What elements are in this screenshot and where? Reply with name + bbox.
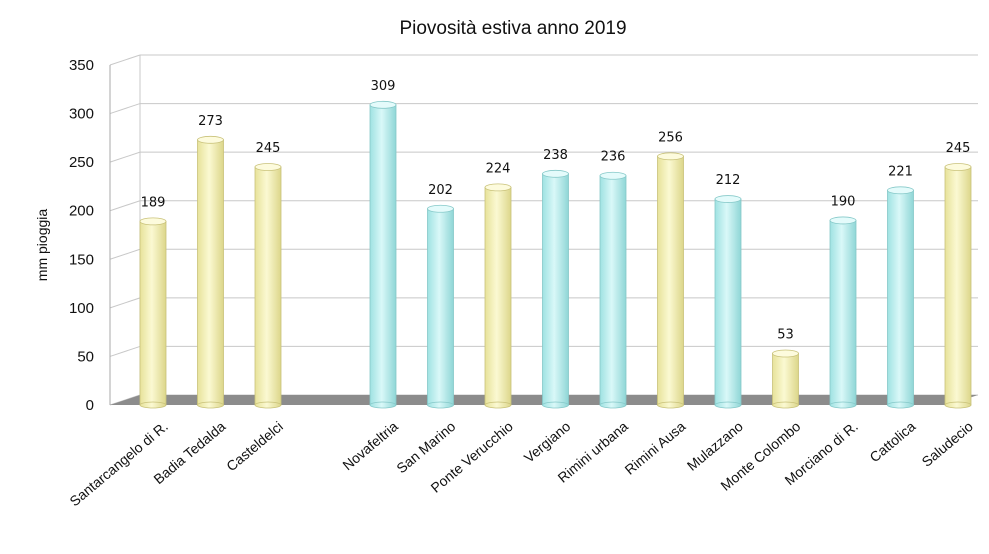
bar-body bbox=[945, 167, 971, 405]
bar-body bbox=[140, 221, 166, 405]
y-tick-label: 100 bbox=[69, 300, 94, 317]
x-tick-label: Cattolica bbox=[866, 418, 918, 465]
gridline-side bbox=[110, 201, 140, 211]
y-tick-label: 200 bbox=[69, 203, 94, 220]
bar-top bbox=[255, 164, 281, 171]
bar-body bbox=[198, 140, 224, 405]
y-tick-label: 250 bbox=[69, 154, 94, 171]
bar-top bbox=[543, 170, 569, 177]
bar bbox=[255, 164, 281, 409]
bar-body bbox=[370, 105, 396, 405]
bar-top bbox=[485, 184, 511, 191]
bar bbox=[830, 217, 856, 408]
bar-base bbox=[428, 402, 454, 408]
data-label: 224 bbox=[486, 161, 511, 176]
data-label: 245 bbox=[946, 141, 971, 156]
data-label: 309 bbox=[371, 79, 396, 94]
bar bbox=[428, 205, 454, 408]
y-axis: 0 50 100 150 200 250 300 350 bbox=[69, 57, 94, 414]
bar bbox=[773, 350, 799, 408]
bar bbox=[485, 184, 511, 408]
bar-top bbox=[773, 350, 799, 357]
bar-base bbox=[945, 402, 971, 408]
bar bbox=[715, 196, 741, 408]
gridline-side bbox=[110, 152, 140, 162]
bar-base bbox=[198, 402, 224, 408]
y-tick-label: 350 bbox=[69, 57, 94, 74]
data-label: 245 bbox=[256, 141, 281, 156]
bars: 189 273 245 309 202 224 238 236 256 212 53 190 221 24… bbox=[140, 79, 971, 408]
data-label: 221 bbox=[888, 164, 913, 179]
bar bbox=[945, 164, 971, 409]
bar-top bbox=[830, 217, 856, 224]
data-label: 212 bbox=[716, 173, 741, 188]
bar-body bbox=[830, 220, 856, 405]
bar bbox=[198, 136, 224, 408]
y-tick-label: 150 bbox=[69, 251, 94, 268]
gridline-side bbox=[110, 298, 140, 308]
bar-base bbox=[658, 402, 684, 408]
bar bbox=[140, 218, 166, 408]
bar-top bbox=[428, 205, 454, 212]
y-tick-label: 0 bbox=[86, 397, 94, 414]
x-axis: Santarcangelo di R.Badia TedaldaCastelde… bbox=[66, 418, 976, 509]
x-tick-label: Vergiano bbox=[521, 418, 574, 466]
x-tick-label: Santarcangelo di R. bbox=[66, 418, 170, 509]
bar-top bbox=[945, 164, 971, 171]
data-label: 256 bbox=[658, 130, 683, 145]
bar-body bbox=[658, 156, 684, 405]
bar-top bbox=[600, 172, 626, 179]
data-label: 273 bbox=[198, 114, 223, 129]
bar-body bbox=[888, 190, 914, 405]
bar-base bbox=[485, 402, 511, 408]
data-label: 236 bbox=[601, 150, 626, 165]
bar-top bbox=[140, 218, 166, 225]
y-axis-label: mm pioggia bbox=[34, 209, 50, 282]
gridline-side bbox=[110, 249, 140, 259]
bar-body bbox=[773, 354, 799, 405]
bar-base bbox=[543, 402, 569, 408]
bar bbox=[370, 101, 396, 408]
x-tick-label: Casteldelci bbox=[223, 418, 286, 474]
bar-base bbox=[600, 402, 626, 408]
bar-top bbox=[198, 136, 224, 143]
x-tick-label: Novafeltria bbox=[339, 418, 401, 473]
x-tick-label: Saludecio bbox=[919, 418, 977, 470]
bar-base bbox=[830, 402, 856, 408]
bar-body bbox=[485, 187, 511, 405]
bar bbox=[543, 170, 569, 408]
gridline-side bbox=[110, 104, 140, 114]
bar-base bbox=[370, 402, 396, 408]
data-label: 202 bbox=[428, 183, 453, 198]
bar bbox=[888, 187, 914, 408]
bar-body bbox=[255, 167, 281, 405]
bar-top bbox=[370, 101, 396, 108]
bar-body bbox=[600, 176, 626, 405]
bar-top bbox=[658, 153, 684, 160]
bar bbox=[658, 153, 684, 408]
data-label: 190 bbox=[831, 194, 856, 209]
bar-base bbox=[715, 402, 741, 408]
bar-base bbox=[773, 402, 799, 408]
bar-body bbox=[715, 199, 741, 405]
y-tick-label: 50 bbox=[77, 348, 94, 365]
data-label: 189 bbox=[141, 195, 166, 210]
data-label: 238 bbox=[543, 148, 568, 163]
bar-top bbox=[715, 196, 741, 203]
chart-title: Piovosità estiva anno 2019 bbox=[399, 18, 626, 39]
bar bbox=[600, 172, 626, 408]
bar-base bbox=[255, 402, 281, 408]
x-tick-label: Rimini Ausa bbox=[622, 418, 689, 478]
bar-body bbox=[543, 174, 569, 405]
bar-base bbox=[888, 402, 914, 408]
y-tick-label: 300 bbox=[69, 106, 94, 123]
gridline-side bbox=[110, 55, 140, 65]
bar-base bbox=[140, 402, 166, 408]
bar-body bbox=[428, 209, 454, 405]
data-label: 53 bbox=[777, 328, 794, 343]
gridline-side bbox=[110, 346, 140, 356]
bar-top bbox=[888, 187, 914, 194]
